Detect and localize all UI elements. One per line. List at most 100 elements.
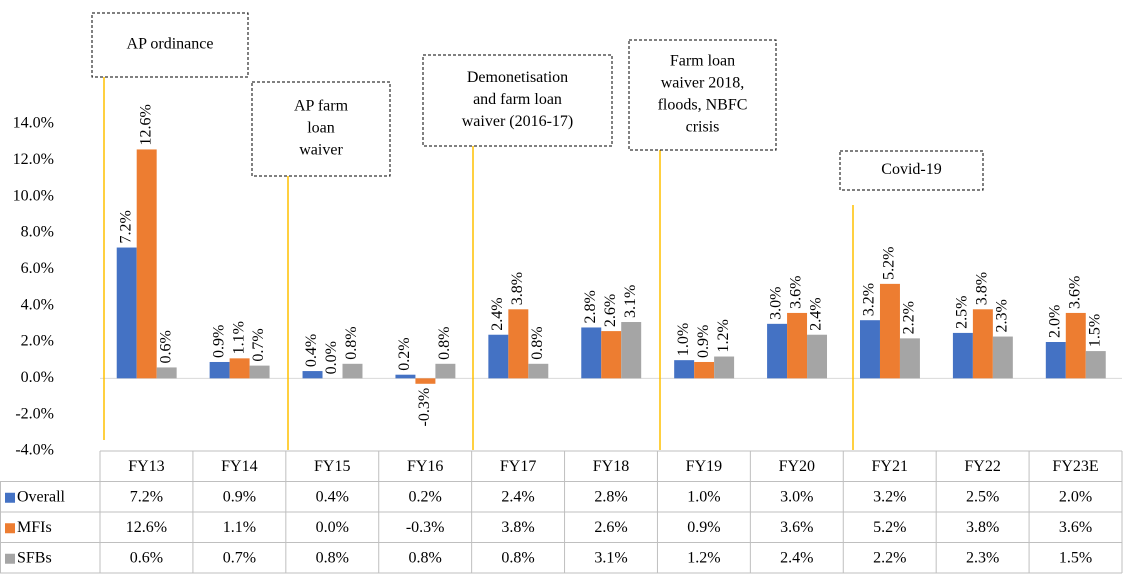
table-cell: 2.5% [966, 488, 999, 505]
data-label: 2.0% [1046, 305, 1063, 338]
table-cell: 2.4% [780, 549, 813, 566]
table-cell: -0.3% [406, 519, 445, 536]
bar [807, 334, 828, 379]
bar [787, 312, 808, 379]
table-cell: 3.8% [501, 519, 534, 536]
annotation-text: crisis [686, 119, 720, 136]
annotation-text: AP ordinance [127, 36, 214, 53]
annotation-text: loan [307, 120, 335, 137]
data-label: 3.8% [974, 272, 991, 305]
bar [415, 378, 436, 384]
data-label: 7.2% [117, 210, 134, 243]
x-tick-label: FY13 [128, 458, 164, 475]
table-cell: 3.8% [966, 519, 999, 536]
annotation-box [839, 150, 984, 191]
data-label: 3.8% [509, 272, 526, 305]
data-label: 1.0% [675, 323, 692, 356]
table-cell: 0.8% [501, 549, 534, 566]
annotation-text: Covid-19 [881, 161, 941, 178]
data-label: 0.2% [396, 337, 413, 370]
data-label: -0.3% [416, 388, 433, 427]
y-tick-label: 0.0% [21, 369, 54, 386]
table-cell: 0.8% [316, 549, 349, 566]
legend-swatch [5, 492, 15, 503]
table-cell: 1.0% [687, 488, 720, 505]
data-label: 0.9% [695, 325, 712, 358]
y-tick-label: -4.0% [15, 442, 54, 459]
annotation-text: AP farm [294, 98, 349, 115]
bar [1065, 312, 1086, 379]
table-cell: 3.1% [594, 549, 627, 566]
data-label: 0.6% [157, 330, 174, 363]
data-label: 0.8% [343, 326, 360, 359]
data-label: 3.1% [622, 285, 639, 318]
bar [694, 361, 715, 379]
table-cell: 2.2% [873, 549, 906, 566]
bar [435, 363, 456, 379]
data-label: 3.6% [788, 276, 805, 309]
bar [621, 322, 642, 379]
data-label: 1.2% [715, 319, 732, 352]
y-tick-label: 4.0% [21, 296, 54, 313]
table-cell: 3.6% [780, 519, 813, 536]
annotation-text: waiver 2018, [661, 75, 745, 92]
bar [972, 309, 993, 379]
bar [674, 360, 695, 379]
data-label: 5.2% [881, 247, 898, 280]
table-cell: 1.2% [687, 549, 720, 566]
x-tick-label: FY15 [314, 458, 350, 475]
table-cell: 0.6% [130, 549, 163, 566]
y-tick-label: 2.0% [21, 333, 54, 350]
bar [879, 283, 900, 379]
table-cell: 2.0% [1059, 488, 1092, 505]
table-cell: 0.7% [223, 549, 256, 566]
bar [395, 374, 416, 379]
table-cell: 3.0% [780, 488, 813, 505]
table-cell: 1.5% [1059, 549, 1092, 566]
legend-label: MFIs [17, 519, 52, 536]
table-cell: 1.1% [223, 519, 256, 536]
table-cell: 0.2% [409, 488, 442, 505]
y-tick-label: 6.0% [21, 260, 54, 277]
data-label: 3.6% [1066, 276, 1083, 309]
bar [899, 338, 920, 379]
bar [1045, 342, 1066, 379]
x-tick-label: FY20 [779, 458, 815, 475]
bar [1085, 351, 1106, 379]
y-tick-label: 14.0% [13, 115, 54, 132]
table-cell: 5.2% [873, 519, 906, 536]
table-cell: 3.6% [1059, 519, 1092, 536]
bar [992, 336, 1013, 379]
bar [342, 363, 363, 379]
data-label: 2.8% [582, 290, 599, 323]
table-cell: 2.4% [501, 488, 534, 505]
y-tick-label: 12.0% [13, 151, 54, 168]
data-label: 2.4% [808, 297, 825, 330]
bar [136, 149, 157, 379]
bar [209, 361, 230, 379]
x-tick-label: FY18 [593, 458, 629, 475]
annotation-text: waiver (2016-17) [462, 113, 574, 130]
bar [528, 363, 549, 379]
table-cell: 12.6% [126, 519, 167, 536]
annotation-text: and farm loan [473, 91, 562, 108]
y-tick-label: -2.0% [15, 405, 54, 422]
table-cell: 2.8% [594, 488, 627, 505]
data-label: 12.6% [137, 104, 154, 145]
data-label: 2.4% [489, 297, 506, 330]
x-tick-label: FY19 [686, 458, 722, 475]
data-label: 1.5% [1086, 314, 1103, 347]
table-cell: 2.3% [966, 549, 999, 566]
table-cell: 7.2% [130, 488, 163, 505]
x-tick-label: FY22 [964, 458, 1000, 475]
bar [508, 309, 529, 379]
annotation-box [422, 54, 613, 147]
annotation-text: Demonetisation [467, 69, 568, 86]
data-label: 0.8% [436, 326, 453, 359]
x-tick-label: FY14 [221, 458, 257, 475]
bar [601, 331, 622, 379]
table-cell: 3.2% [873, 488, 906, 505]
bar [249, 365, 270, 379]
y-tick-label: 10.0% [13, 187, 54, 204]
